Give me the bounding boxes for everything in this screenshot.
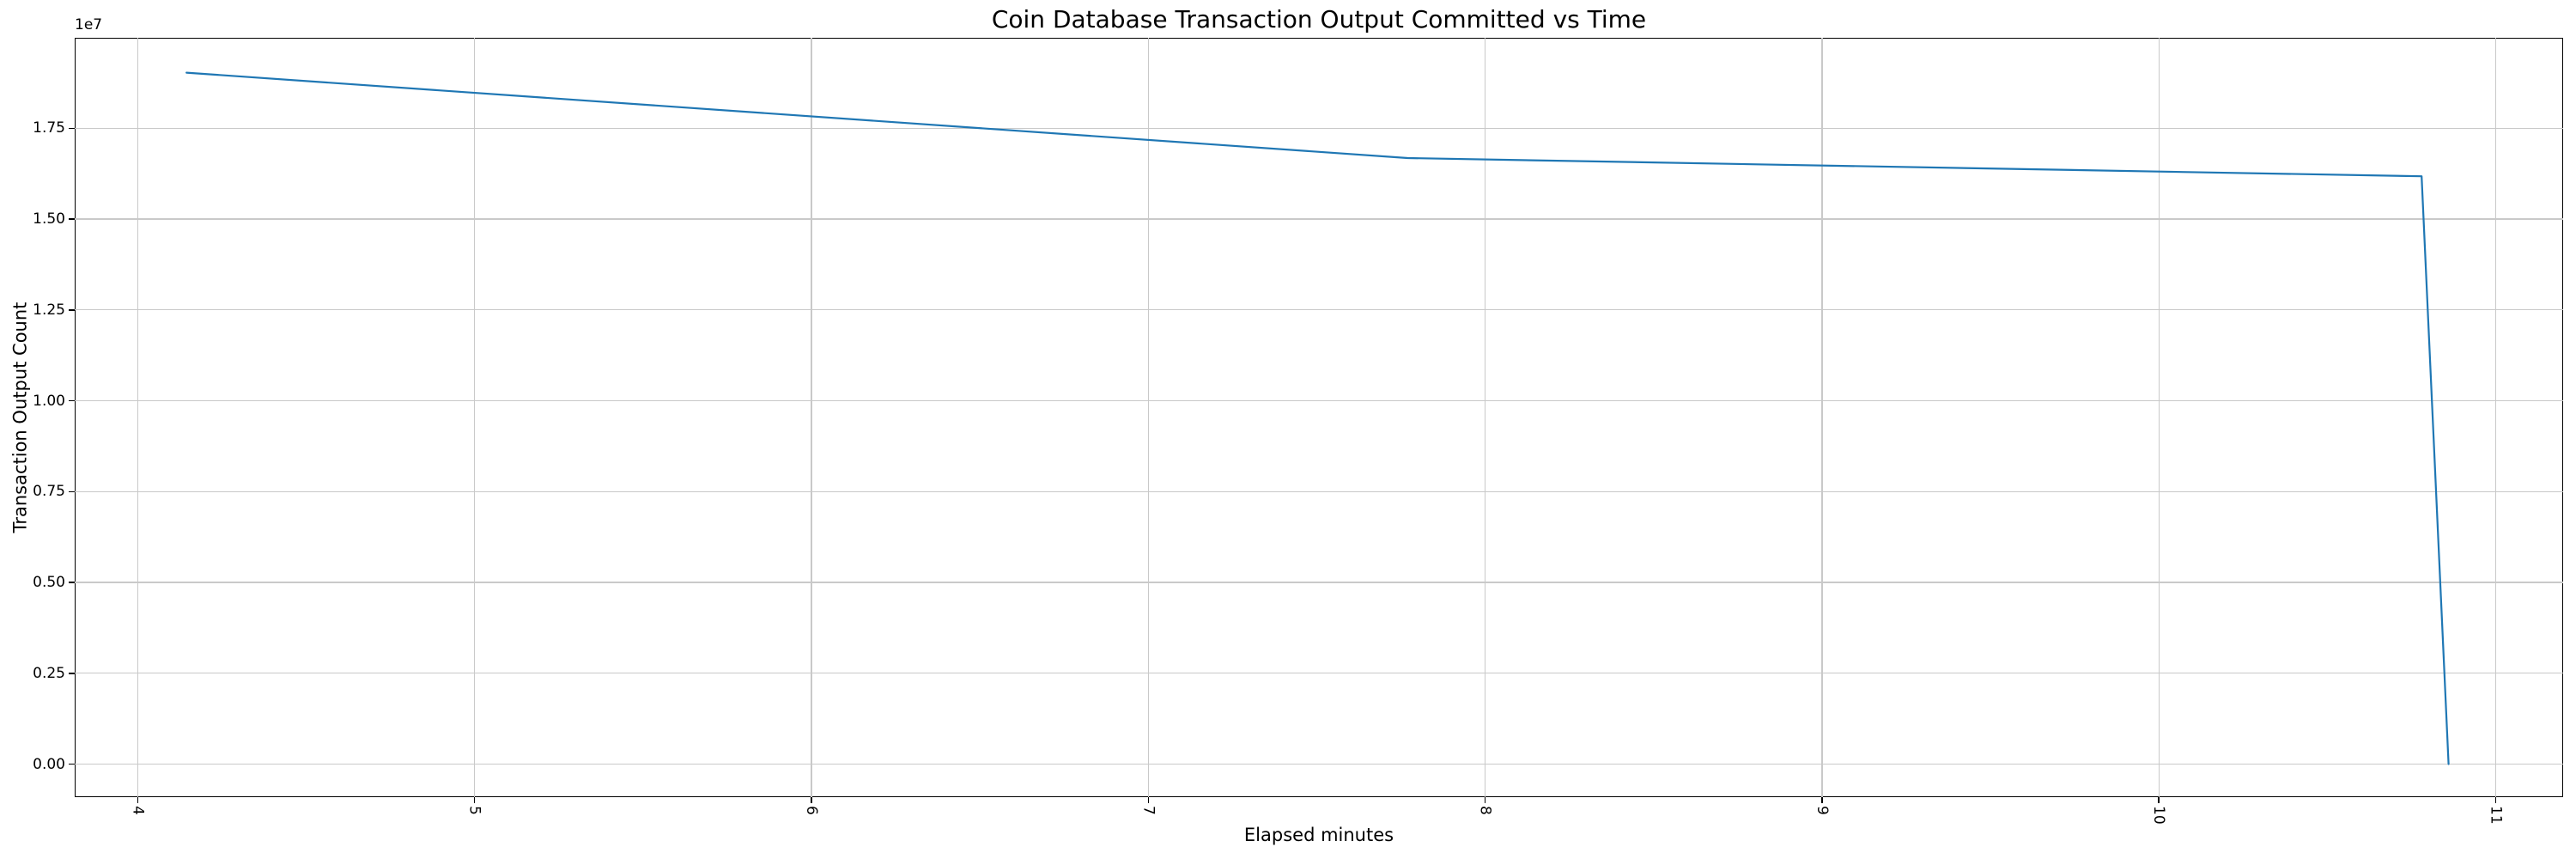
x-tick-mark [473, 797, 476, 803]
plot-area [75, 38, 2563, 797]
y-tick-label: 0.00 [33, 755, 65, 773]
y-tick-label: 0.25 [33, 664, 65, 682]
x-tick-label: 5 [465, 806, 483, 815]
x-tick-label: 8 [1476, 806, 1494, 815]
chart-title: Coin Database Transaction Output Committ… [991, 5, 1647, 34]
y-axis-label: Transaction Output Count [9, 302, 31, 533]
x-tick-mark [811, 797, 812, 803]
y-tick-label: 1.75 [33, 119, 65, 137]
x-tick-label: 11 [2487, 806, 2505, 825]
x-axis-label: Elapsed minutes [1243, 825, 1394, 845]
x-tick-mark [2494, 797, 2497, 803]
y-tick-mark [69, 309, 75, 311]
y-tick-mark [69, 127, 75, 130]
x-tick-label: 9 [1813, 806, 1831, 815]
x-tick-label: 6 [802, 806, 820, 815]
y-axis-offset-text: 1e7 [75, 16, 103, 34]
x-tick-mark [137, 797, 139, 803]
x-tick-mark [1147, 797, 1150, 803]
y-tick-mark [69, 490, 75, 493]
y-tick-label: 0.50 [33, 574, 65, 592]
x-tick-mark [1484, 797, 1486, 803]
x-tick-label: 4 [129, 806, 147, 815]
y-tick-label: 1.50 [33, 210, 65, 228]
y-tick-mark [69, 763, 75, 765]
x-tick-mark [2158, 797, 2160, 803]
y-tick-mark [69, 582, 75, 583]
x-tick-label: 7 [1139, 806, 1157, 815]
y-tick-mark [69, 399, 75, 402]
y-tick-mark [69, 673, 75, 674]
y-tick-mark [69, 218, 75, 220]
x-tick-mark [1821, 797, 1823, 803]
x-tick-label: 10 [2150, 806, 2168, 825]
